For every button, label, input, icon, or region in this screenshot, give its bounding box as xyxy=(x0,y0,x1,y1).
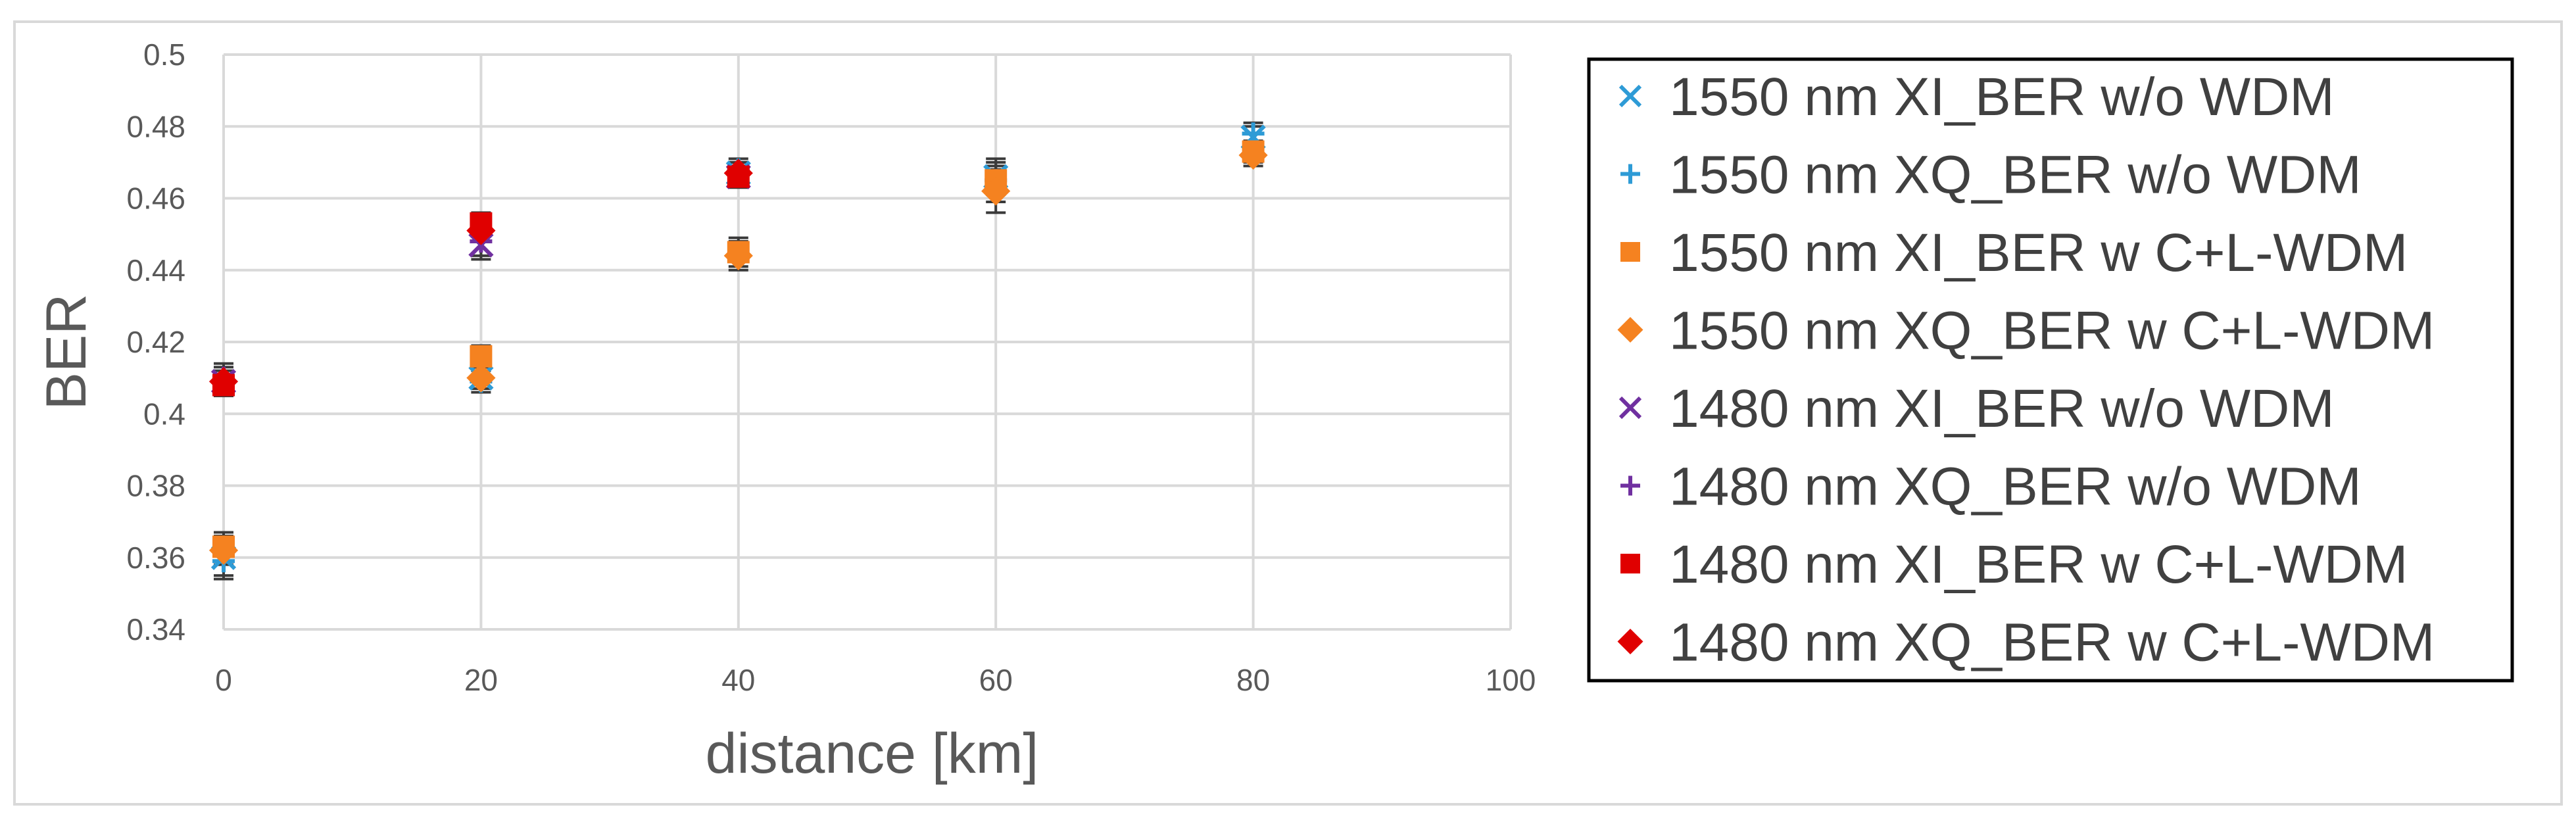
y-tick-label: 0.5 xyxy=(143,37,185,72)
legend-label: 1480 nm XQ_BER w/o WDM xyxy=(1669,457,2362,517)
legend-marker xyxy=(1620,242,1640,262)
legend-item: 1550 nm XQ_BER w/o WDM xyxy=(1620,145,2362,205)
legend-item: 1550 nm XQ_BER w C+L-WDM xyxy=(1617,301,2435,361)
x-tick-label: 20 xyxy=(464,663,498,697)
legend-marker xyxy=(1620,554,1640,573)
legend-item: 1480 nm XQ_BER w/o WDM xyxy=(1620,457,2362,517)
legend-label: 1480 nm XQ_BER w C+L-WDM xyxy=(1669,613,2435,673)
legend-marker xyxy=(1617,629,1643,654)
y-tick-label: 0.4 xyxy=(143,397,185,431)
x-axis-title: distance [km] xyxy=(706,722,1039,785)
legend-label: 1480 nm XI_BER w C+L-WDM xyxy=(1669,535,2408,595)
x-tick-label: 40 xyxy=(721,663,755,697)
y-tick-label: 0.48 xyxy=(126,109,185,143)
data-point xyxy=(981,176,1011,206)
y-tick-label: 0.38 xyxy=(126,469,185,503)
legend-item: 1550 nm XI_BER w C+L-WDM xyxy=(1620,223,2408,283)
legend-marker xyxy=(1617,317,1643,343)
y-tick-label: 0.46 xyxy=(126,182,185,216)
y-tick-label: 0.42 xyxy=(126,325,185,359)
x-tick-label: 0 xyxy=(215,663,232,697)
legend-item: 1480 nm XI_BER w C+L-WDM xyxy=(1620,535,2408,595)
legend-marker xyxy=(1618,396,1642,420)
legend-item: 1550 nm XI_BER w/o WDM xyxy=(1618,67,2335,127)
y-tick-label: 0.36 xyxy=(126,541,185,575)
legend-marker xyxy=(1618,84,1642,108)
data-point xyxy=(208,366,239,397)
data-point xyxy=(208,535,239,565)
legend-marker xyxy=(1620,164,1640,184)
legend-marker xyxy=(1620,475,1640,496)
x-tick-label: 80 xyxy=(1236,663,1270,697)
legend-label: 1550 nm XI_BER w/o WDM xyxy=(1669,67,2335,127)
legend-box xyxy=(1587,57,2514,683)
tick-labels: 0.34 0.36 0.38 0.4 0.42 0.44 0.46 0.48 0.5 0 20 40 6… xyxy=(126,37,1536,697)
legend: 1550 nm XI_BER w/o WDM 1550 nm XQ_BER w/o… xyxy=(1587,57,2514,683)
y-axis-title: BER xyxy=(35,294,98,410)
data-point xyxy=(466,216,496,245)
legend-label: 1550 nm XQ_BER w C+L-WDM xyxy=(1669,301,2435,361)
y-tick-label: 0.44 xyxy=(126,253,185,287)
data-markers xyxy=(208,122,1268,573)
legend-item: 1480 nm XQ_BER w C+L-WDM xyxy=(1617,613,2435,673)
legend-label: 1550 nm XQ_BER w/o WDM xyxy=(1669,145,2362,205)
data-point xyxy=(1238,140,1268,170)
x-tick-label: 100 xyxy=(1486,663,1536,697)
y-tick-label: 0.34 xyxy=(126,612,185,646)
data-point xyxy=(723,158,753,188)
data-point xyxy=(466,363,496,393)
legend-item: 1480 nm XI_BER w/o WDM xyxy=(1618,379,2335,439)
legend-label: 1480 nm XI_BER w/o WDM xyxy=(1669,379,2335,439)
x-tick-label: 60 xyxy=(979,663,1013,697)
data-point xyxy=(723,241,753,270)
legend-label: 1550 nm XI_BER w C+L-WDM xyxy=(1669,223,2408,283)
